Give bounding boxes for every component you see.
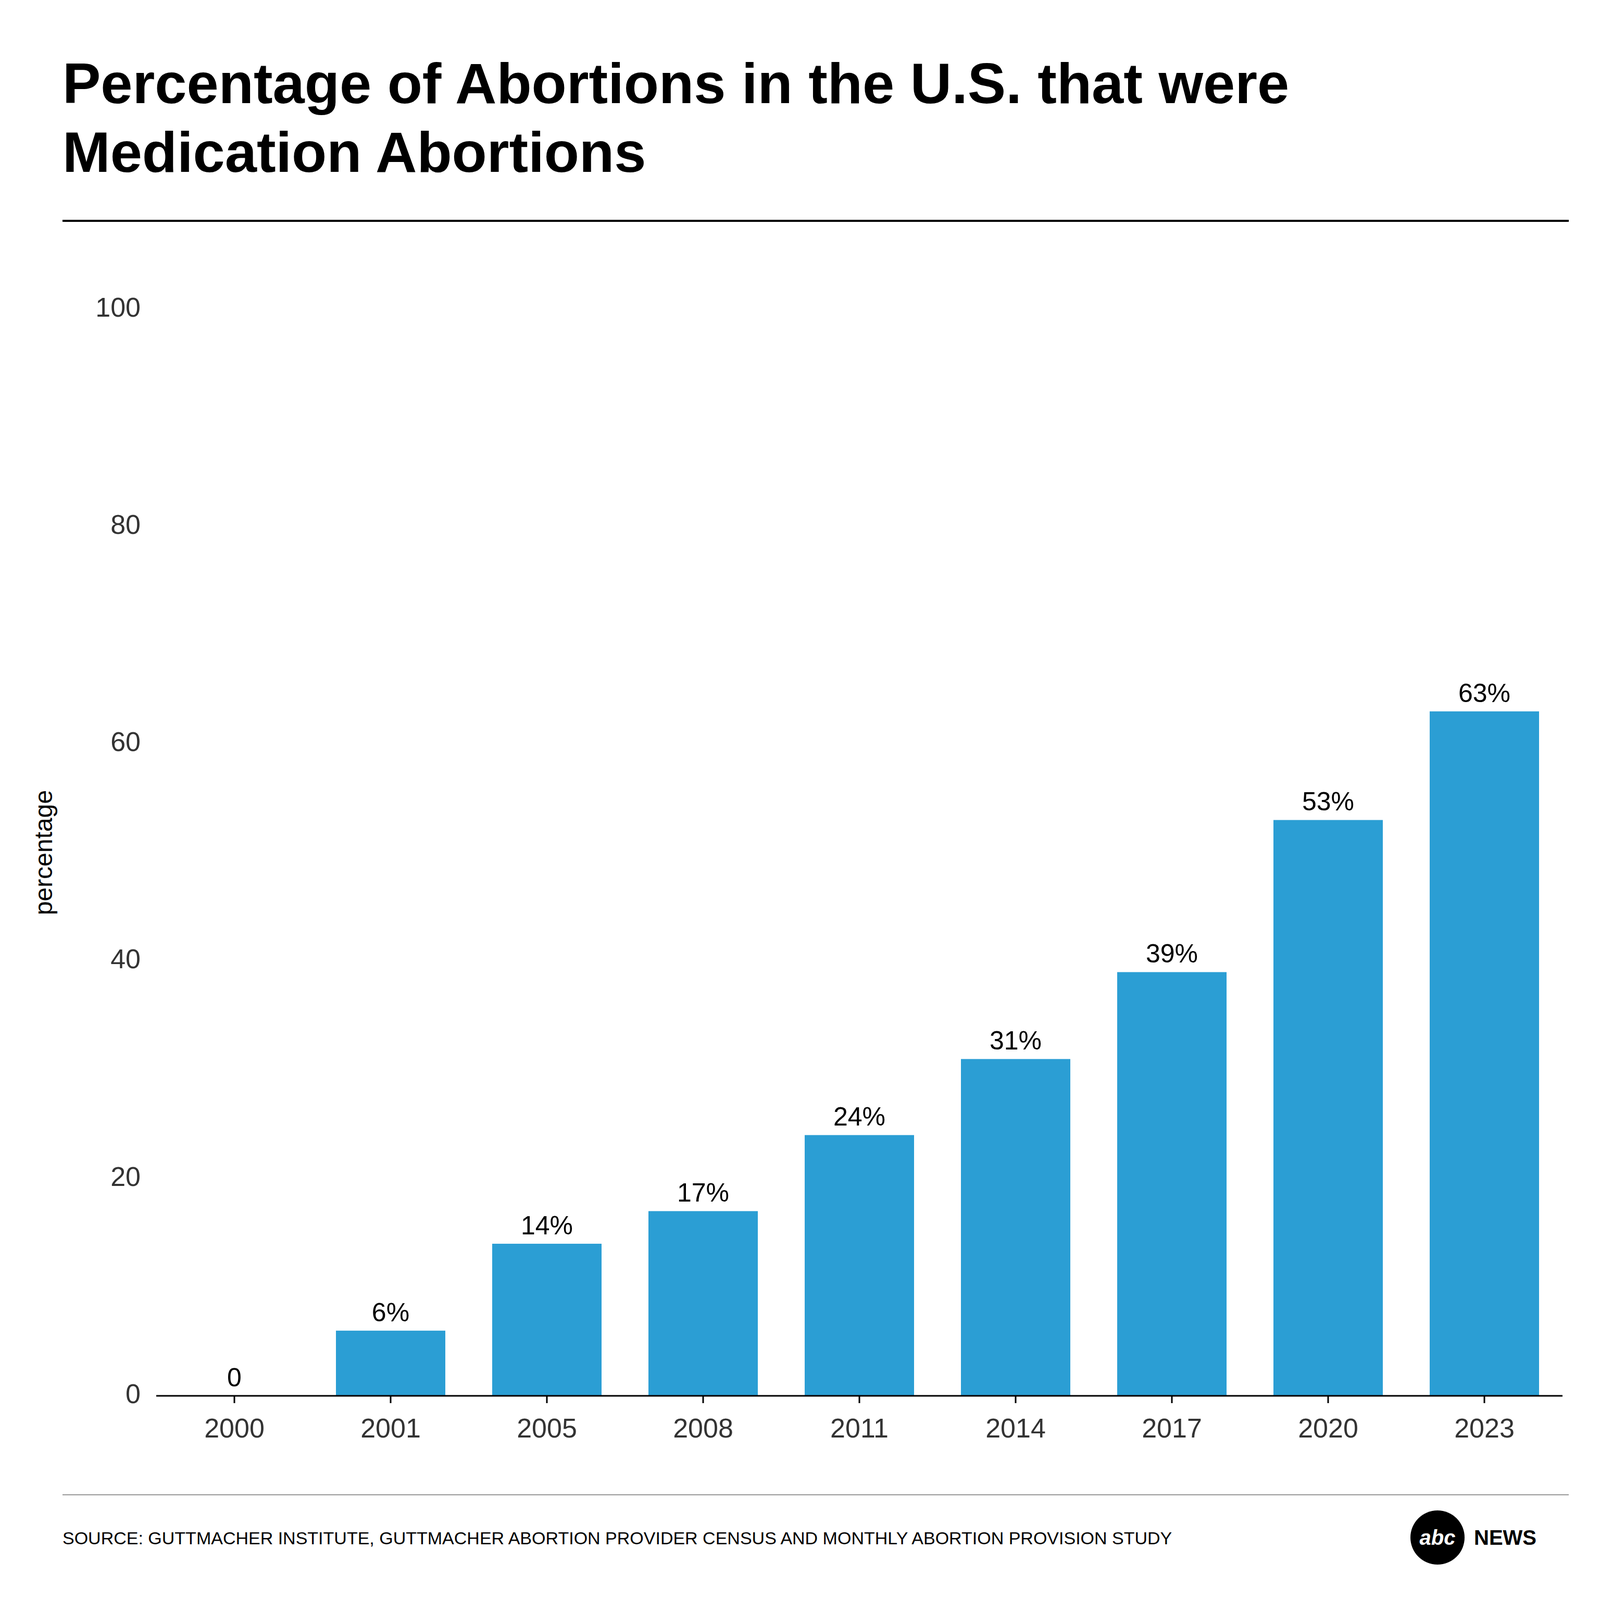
x-tick-label: 2008 (672, 1413, 734, 1444)
bar (1429, 711, 1540, 1396)
y-tick-label: 0 (125, 1378, 141, 1409)
bar (1117, 971, 1227, 1396)
chart: Percentage of Abortions in the U.S. that… (0, 0, 1600, 1600)
x-tick (1171, 1395, 1173, 1404)
title-line: Percentage of Abortions in the U.S. that… (62, 51, 1290, 116)
title-line: Medication Abortions (62, 119, 646, 184)
data-label: 6% (371, 1297, 410, 1328)
bar (960, 1058, 1071, 1396)
source: SOURCE: GUTTMACHER INSTITUTE, GUTTMACHER… (62, 1528, 1172, 1548)
data-label: 24% (833, 1102, 886, 1132)
x-tick-label: 2011 (830, 1413, 889, 1444)
bar (335, 1330, 446, 1396)
source-rule (62, 1494, 1569, 1496)
x-tick (702, 1395, 705, 1404)
y-tick-label: 80 (110, 509, 141, 540)
logo-news: NEWS (1473, 1526, 1537, 1549)
x-tick (1327, 1395, 1330, 1404)
x-tick-label: 2001 (360, 1413, 421, 1444)
data-label: 0 (227, 1363, 242, 1393)
y-tick-label: 60 (110, 726, 141, 757)
data-label: 63% (1458, 678, 1511, 708)
x-tick (1483, 1395, 1486, 1404)
x-tick-label: 2014 (985, 1413, 1046, 1444)
x-tick-label: 2023 (1454, 1413, 1515, 1444)
x-tick-label: 2000 (204, 1413, 265, 1444)
data-label: 39% (1145, 939, 1198, 969)
bar (1273, 819, 1383, 1396)
x-tick (858, 1395, 861, 1404)
data-label: 14% (520, 1210, 573, 1241)
bar (492, 1243, 602, 1396)
x-tick-label: 2005 (516, 1413, 578, 1444)
x-tick (1015, 1395, 1017, 1404)
y-axis-label: percentage (29, 790, 58, 916)
y-tick-label: 40 (110, 943, 141, 974)
title: Percentage of Abortions in the U.S. that… (62, 51, 1290, 184)
data-label: 53% (1302, 786, 1355, 817)
bar (648, 1210, 758, 1396)
x-tick (233, 1395, 236, 1404)
x-tick (546, 1395, 548, 1404)
x-tick-label: 2020 (1297, 1413, 1359, 1444)
x-tick (390, 1395, 392, 1404)
data-label: 17% (677, 1178, 730, 1208)
x-tick-label: 2017 (1141, 1413, 1203, 1444)
bar (804, 1134, 915, 1396)
y-tick-label: 20 (110, 1161, 141, 1192)
title-rule (62, 219, 1569, 222)
logo-abc: abc (1419, 1526, 1456, 1549)
data-label: 31% (989, 1026, 1042, 1056)
bars (335, 711, 1540, 1396)
background (0, 0, 1600, 1600)
y-tick-label: 100 (95, 292, 141, 323)
logo-circle (1410, 1510, 1465, 1565)
